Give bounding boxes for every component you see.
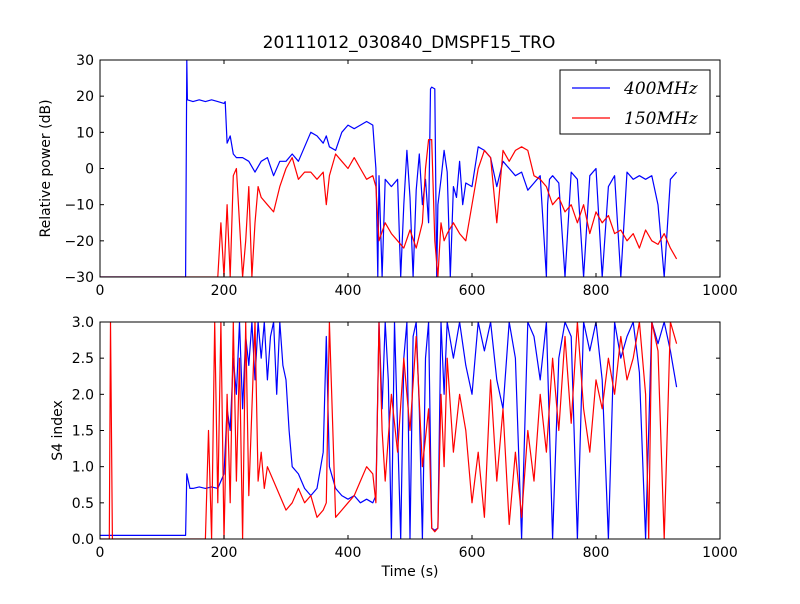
top-y-tick-label: −10: [64, 198, 94, 214]
bottom-y-tick-label: 2.5: [72, 351, 94, 367]
legend-box: [559, 69, 711, 135]
bottom-y-tick-label: 2.0: [72, 387, 94, 403]
top-series-line-150mhz: [100, 139, 678, 277]
top-x-tick-label: 600: [459, 283, 486, 299]
bottom-y-tick-label: 3.0: [72, 315, 94, 331]
top-y-tick-label: 10: [76, 125, 94, 141]
top-y-tick-label: 20: [76, 89, 94, 105]
bottom-series-group: [100, 322, 678, 539]
top-series-line-400mhz: [100, 60, 678, 277]
bottom-y-tick-label: 1.5: [72, 424, 94, 440]
top-y-tick-label: 0: [85, 162, 94, 178]
bottom-x-axis-label: Time (s): [381, 564, 439, 580]
legend-label-400mhz: 400MHz: [623, 79, 699, 99]
bottom-y-tick-label: 0.0: [72, 532, 94, 548]
top-x-tick-label: 400: [335, 283, 362, 299]
top-y-tick-label: 30: [76, 53, 94, 69]
top-panel-power: 0 200 400 600 800 1000 30 20 10 0 −10 −20 −30 Relativ…: [38, 53, 738, 299]
top-y-tick-label: −20: [64, 234, 94, 250]
top-x-tick-label: 0: [96, 283, 105, 299]
figure-title: 20111012_030840_DMSPF15_TRO: [263, 33, 556, 53]
top-series-group: [100, 60, 678, 277]
bottom-panel-s4: 0 200 400 600 800 1000 3.0 2.5 2.0 1.5 1.0 0.5 0.0 S4…: [50, 315, 738, 580]
bottom-x-tick-label: 200: [211, 545, 238, 561]
bottom-y-axis-label: S4 index: [50, 400, 66, 461]
top-y-tick-label: −30: [64, 270, 94, 286]
bottom-y-tick-label: 0.5: [72, 496, 94, 512]
bottom-x-tick-label: 800: [583, 545, 610, 561]
top-x-tick-label: 800: [583, 283, 610, 299]
legend-label-150mhz: 150MHz: [624, 109, 699, 129]
top-x-tick-label: 1000: [702, 283, 738, 299]
bottom-y-tick-label: 1.0: [72, 460, 94, 476]
bottom-x-tick-label: 400: [335, 545, 362, 561]
bottom-x-tick-label: 600: [459, 545, 486, 561]
bottom-series-line-400mhz: [100, 322, 678, 539]
bottom-x-tick-label: 1000: [702, 545, 738, 561]
top-y-axis-label: Relative power (dB): [38, 99, 54, 237]
bottom-x-tick-label: 0: [96, 545, 105, 561]
top-x-tick-label: 200: [211, 283, 238, 299]
legend: 400MHz 150MHz: [559, 69, 711, 135]
bottom-series-line-150mhz: [100, 322, 678, 539]
